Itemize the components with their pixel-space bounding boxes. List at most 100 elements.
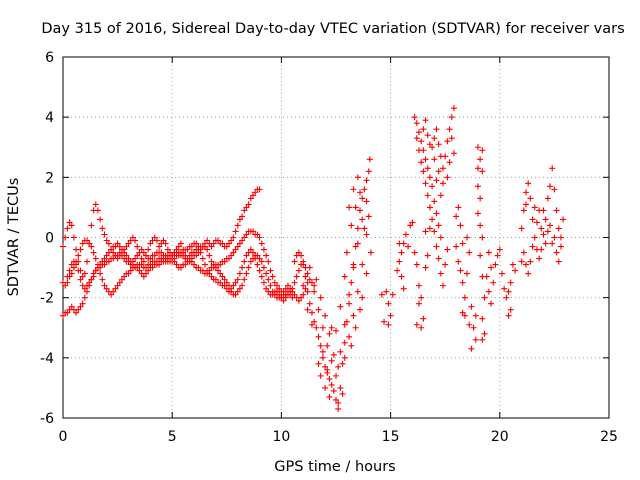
data-point xyxy=(276,285,283,292)
data-point xyxy=(354,174,361,181)
data-point xyxy=(455,258,462,265)
data-point xyxy=(210,264,217,271)
data-point xyxy=(333,396,339,403)
data-point xyxy=(254,231,261,238)
data-point xyxy=(459,240,466,247)
data-point xyxy=(269,288,276,295)
data-point xyxy=(252,189,259,196)
data-point xyxy=(304,306,311,313)
data-point xyxy=(164,246,171,253)
data-point xyxy=(346,291,353,298)
data-point xyxy=(361,225,368,232)
data-point xyxy=(435,222,442,229)
data-point xyxy=(352,243,359,250)
data-point xyxy=(123,243,130,250)
data-point xyxy=(488,300,495,307)
data-point xyxy=(223,279,230,286)
data-point xyxy=(407,222,414,229)
x-tick-label: 20 xyxy=(491,429,509,445)
data-point xyxy=(527,258,534,265)
data-point xyxy=(507,306,514,313)
data-point xyxy=(75,267,82,274)
data-point xyxy=(352,204,359,211)
data-point xyxy=(114,282,121,289)
data-point xyxy=(461,294,468,301)
x-tick-label: 5 xyxy=(168,429,177,445)
data-point xyxy=(206,270,213,277)
data-point xyxy=(105,249,112,256)
data-point xyxy=(398,273,405,280)
data-point xyxy=(221,258,228,265)
data-point xyxy=(306,300,313,307)
data-point xyxy=(365,213,372,220)
data-point xyxy=(232,228,239,235)
data-point xyxy=(415,129,422,136)
data-point xyxy=(542,216,549,223)
data-point xyxy=(73,261,80,268)
data-point xyxy=(411,114,418,121)
data-point xyxy=(306,264,313,271)
data-point xyxy=(557,234,564,241)
data-point xyxy=(313,276,320,283)
data-point xyxy=(199,255,206,262)
data-point xyxy=(426,204,433,211)
data-point xyxy=(241,234,248,241)
data-point xyxy=(101,255,108,262)
data-point xyxy=(210,240,217,247)
data-point xyxy=(84,288,91,295)
data-point xyxy=(140,249,147,256)
data-point xyxy=(363,198,370,205)
data-point xyxy=(444,174,451,181)
data-point xyxy=(359,294,366,301)
data-point xyxy=(232,291,239,298)
data-point xyxy=(219,273,226,280)
data-point xyxy=(105,258,112,265)
data-point xyxy=(413,135,420,142)
data-point xyxy=(442,153,449,160)
data-point xyxy=(544,195,551,202)
data-point xyxy=(256,186,263,193)
data-point xyxy=(145,246,152,253)
data-point xyxy=(284,288,291,295)
data-point xyxy=(142,252,149,259)
data-point xyxy=(201,261,208,268)
data-point xyxy=(271,291,278,298)
data-point xyxy=(188,243,195,250)
data-point xyxy=(138,246,145,253)
data-point xyxy=(284,282,291,289)
data-point xyxy=(560,216,567,223)
data-point xyxy=(217,279,224,286)
data-point xyxy=(88,276,95,283)
data-point xyxy=(147,255,154,262)
data-point xyxy=(520,207,527,214)
data-point xyxy=(483,273,490,280)
data-point xyxy=(267,267,274,274)
data-point xyxy=(496,246,503,253)
data-point xyxy=(446,159,453,166)
data-point xyxy=(182,255,189,262)
data-point xyxy=(544,228,551,235)
data-point xyxy=(357,306,364,313)
data-point xyxy=(60,243,66,250)
data-point xyxy=(415,282,422,289)
data-point xyxy=(433,126,440,133)
data-point xyxy=(346,300,353,307)
data-point xyxy=(160,237,167,244)
data-point xyxy=(385,300,392,307)
data-point xyxy=(341,339,348,346)
data-point xyxy=(424,132,431,139)
data-point xyxy=(151,234,158,241)
data-point xyxy=(293,273,300,280)
data-point xyxy=(311,318,318,325)
data-point xyxy=(101,231,108,238)
data-point xyxy=(68,270,75,277)
data-point xyxy=(129,234,136,241)
data-point xyxy=(396,258,403,265)
data-point xyxy=(420,168,427,175)
y-axis-label: SDTVAR / TECUs xyxy=(6,178,22,297)
data-point xyxy=(466,249,473,256)
y-tick-label: -2 xyxy=(40,291,54,307)
data-point xyxy=(86,240,93,247)
data-point xyxy=(160,252,167,259)
